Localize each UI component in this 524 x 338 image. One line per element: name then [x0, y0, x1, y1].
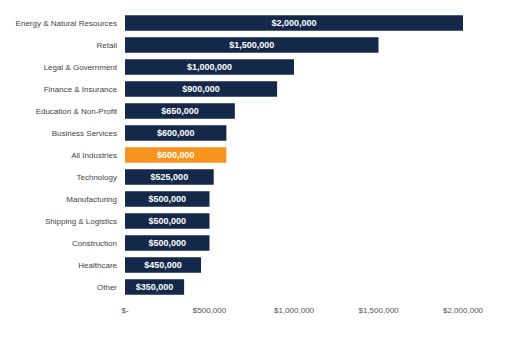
svg-text:$500,000: $500,000	[148, 216, 186, 226]
svg-text:$450,000: $450,000	[144, 260, 182, 270]
svg-text:Business Services: Business Services	[52, 129, 117, 138]
svg-text:$600,000: $600,000	[157, 150, 195, 160]
svg-text:$2,000,000: $2,000,000	[271, 18, 316, 28]
svg-text:$350,000: $350,000	[136, 282, 174, 292]
svg-text:$500,000: $500,000	[148, 194, 186, 204]
svg-text:Finance & Insurance: Finance & Insurance	[44, 85, 118, 94]
svg-text:$-: $-	[121, 306, 128, 315]
svg-text:Shipping & Logistics: Shipping & Logistics	[45, 217, 117, 226]
svg-text:$900,000: $900,000	[182, 84, 220, 94]
svg-text:Legal & Government: Legal & Government	[44, 63, 118, 72]
svg-text:$2,000,000: $2,000,000	[443, 306, 484, 315]
svg-text:$1,500,000: $1,500,000	[229, 40, 274, 50]
svg-text:$1,500,000: $1,500,000	[358, 306, 399, 315]
svg-text:All Industries: All Industries	[71, 151, 117, 160]
svg-text:Energy & Natural Resources: Energy & Natural Resources	[16, 19, 117, 28]
svg-text:$525,000: $525,000	[151, 172, 189, 182]
svg-text:$1,000,000: $1,000,000	[274, 306, 315, 315]
svg-text:$500,000: $500,000	[148, 238, 186, 248]
svg-text:$650,000: $650,000	[161, 106, 199, 116]
svg-text:Other: Other	[97, 283, 117, 292]
svg-text:Retail: Retail	[97, 41, 118, 50]
svg-text:Technology: Technology	[77, 173, 117, 182]
svg-text:$600,000: $600,000	[157, 128, 195, 138]
svg-text:Healthcare: Healthcare	[78, 261, 117, 270]
svg-text:Construction: Construction	[72, 239, 117, 248]
svg-text:$500,000: $500,000	[193, 306, 227, 315]
svg-text:Manufacturing: Manufacturing	[66, 195, 117, 204]
svg-text:$1,000,000: $1,000,000	[187, 62, 232, 72]
svg-text:Education & Non-Profit: Education & Non-Profit	[36, 107, 118, 116]
